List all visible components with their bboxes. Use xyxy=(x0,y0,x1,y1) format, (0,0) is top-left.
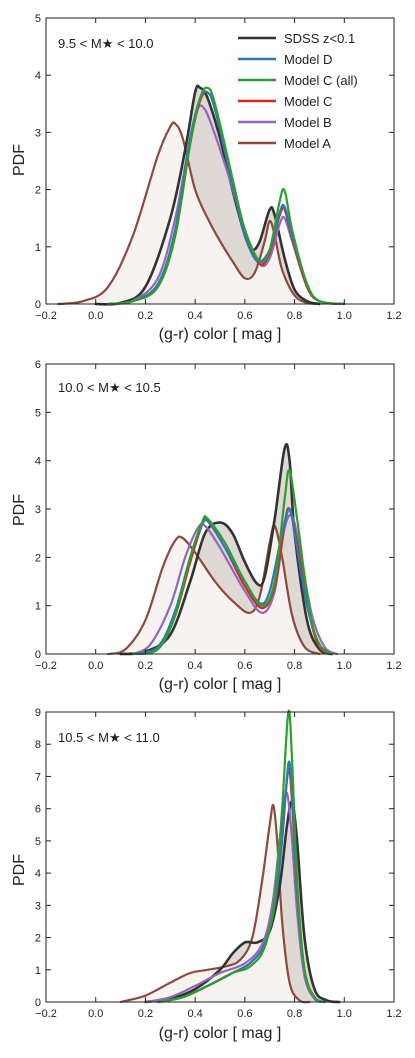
panel-1-xtick-label: 1.2 xyxy=(386,310,401,322)
panel-3-xtick-label: 0.8 xyxy=(287,1008,302,1020)
panel-2-xtick-label: 0.0 xyxy=(88,660,103,672)
panel-1-ytick-label: 1 xyxy=(35,242,41,254)
panel-1-xtick-label: 0.8 xyxy=(287,310,302,322)
panel-2-curve-model-a xyxy=(107,524,321,656)
panel-1-curve-model-d xyxy=(107,90,346,306)
panel-1-curve-model-a xyxy=(57,121,321,306)
panel-2-ylabel: PDF xyxy=(11,494,28,526)
panel-1-xtick-label: 0.4 xyxy=(187,310,202,322)
panel-3-xtick-label: 0.4 xyxy=(187,1008,202,1020)
panel-1-ylabel: PDF xyxy=(11,144,28,176)
panel-2-curve-model-c-all xyxy=(131,468,333,656)
panel-2-fill-model-a xyxy=(108,525,320,654)
panel-1-ytick-label: 5 xyxy=(35,13,41,25)
panel-3-ytick-label: 4 xyxy=(35,868,41,880)
panel-3-xtick-label: 1.2 xyxy=(386,1008,401,1020)
legend-label-model-a: Model A xyxy=(284,136,331,151)
panel-2-xtick-label: 1.0 xyxy=(337,660,352,672)
panel-2-xtick-label: 0.8 xyxy=(287,660,302,672)
panel-1-ytick-label: 2 xyxy=(35,185,41,197)
panel-3: −0.2 0.0 0.2 0.4 0.6 0.8 1.0 1.2 0 1 2 3 4 5 6 7 8 9 10.5… xyxy=(11,707,402,1042)
panel-3-fill-sdss xyxy=(145,801,340,1002)
panel-3-ytick-label: 8 xyxy=(35,739,41,751)
panel-3-ytick-label: 6 xyxy=(35,804,41,816)
panel-1-ytick-label: 3 xyxy=(35,127,41,139)
panel-1-ytick-label: 4 xyxy=(35,70,41,82)
panel-2-ytick-label: 6 xyxy=(35,359,41,371)
panel-3-xtick-label: 0.6 xyxy=(237,1008,252,1020)
panel-3-ytick-label: 3 xyxy=(35,900,41,912)
panel-2-xtick-label: 0.6 xyxy=(237,660,252,672)
panel-1-label: 9.5 < M★ < 10.0 xyxy=(58,36,154,51)
panel-2-xtick-label: 0.2 xyxy=(138,660,153,672)
panel-1-xtick-label: 1.0 xyxy=(337,310,352,322)
panel-2-ytick-label: 2 xyxy=(35,552,41,564)
panel-3-ytick-label: 0 xyxy=(35,997,41,1009)
panel-3-ytick-label: 1 xyxy=(35,965,41,977)
panel-2: −0.2 0.0 0.2 0.4 0.6 0.8 1.0 1.2 0 1 2 3 4 5 6 10.0 < … xyxy=(11,359,402,693)
panel-2-ytick-label: 5 xyxy=(35,407,41,419)
legend-label-model-c: Model C xyxy=(284,94,332,109)
legend-label-model-b: Model B xyxy=(284,115,332,130)
panel-3-ytick-label: 2 xyxy=(35,933,41,945)
panel-2-ytick-label: 4 xyxy=(35,456,41,468)
panel-2-xtick-label: −0.2 xyxy=(35,660,57,672)
panel-1-xtick-label: 0.6 xyxy=(237,310,252,322)
panel-3-label: 10.5 < M★ < 11.0 xyxy=(58,730,160,745)
panel-1-curve-model-c-all xyxy=(107,86,346,306)
panel-1-ytick-label: 0 xyxy=(35,299,41,311)
panel-3-xtick-label: 0.0 xyxy=(88,1008,103,1020)
panel-2-curve-sdss-z-0-1 xyxy=(119,443,334,656)
panel-1-axes-frame xyxy=(45,17,395,305)
panel-1-xtick-label: −0.2 xyxy=(35,310,57,322)
panel-2-xtick-label: 1.2 xyxy=(386,660,401,672)
panel-3-curve-model-c-all xyxy=(156,709,326,1004)
panel-3-xtick-label: 0.2 xyxy=(138,1008,153,1020)
panel-1-xtick-label: 0.0 xyxy=(88,310,103,322)
panel-1: −0.2 0.0 0.2 0.4 0.6 0.8 1.0 1.2 0 1 2 3 4 5 SDSS z<0.… xyxy=(11,13,402,343)
panel-2-label: 10.0 < M★ < 10.5 xyxy=(58,380,161,395)
panel-2-ytick-label: 0 xyxy=(35,649,41,661)
panel-1-xlabel: (g-r) color [ mag ] xyxy=(159,326,282,343)
panel-3-ylabel: PDF xyxy=(11,854,28,886)
panel-3-xtick-label: 1.0 xyxy=(337,1008,352,1020)
legend-label-model-d: Model D xyxy=(284,52,332,67)
panel-3-axes-frame xyxy=(45,711,395,1003)
panel-3-xtick-label: −0.2 xyxy=(35,1008,57,1020)
panel-3-ytick-label: 5 xyxy=(35,836,41,848)
panel-3-xlabel: (g-r) color [ mag ] xyxy=(159,1025,282,1042)
panel-3-ytick-label: 7 xyxy=(35,771,41,783)
legend-label-sdss-z-0-1: SDSS z<0.1 xyxy=(284,31,355,46)
panel-3-curve-model-a xyxy=(119,803,311,1004)
legend-label-model-c-all: Model C (all) xyxy=(284,73,358,88)
panel-1-xtick-label: 0.2 xyxy=(138,310,153,322)
panel-2-xtick-label: 0.4 xyxy=(187,660,202,672)
panel-3-ytick-label: 9 xyxy=(35,707,41,719)
panel-2-ytick-label: 1 xyxy=(35,601,41,613)
panel-2-ytick-label: 3 xyxy=(35,504,41,516)
panel-2-xlabel: (g-r) color [ mag ] xyxy=(159,676,282,693)
